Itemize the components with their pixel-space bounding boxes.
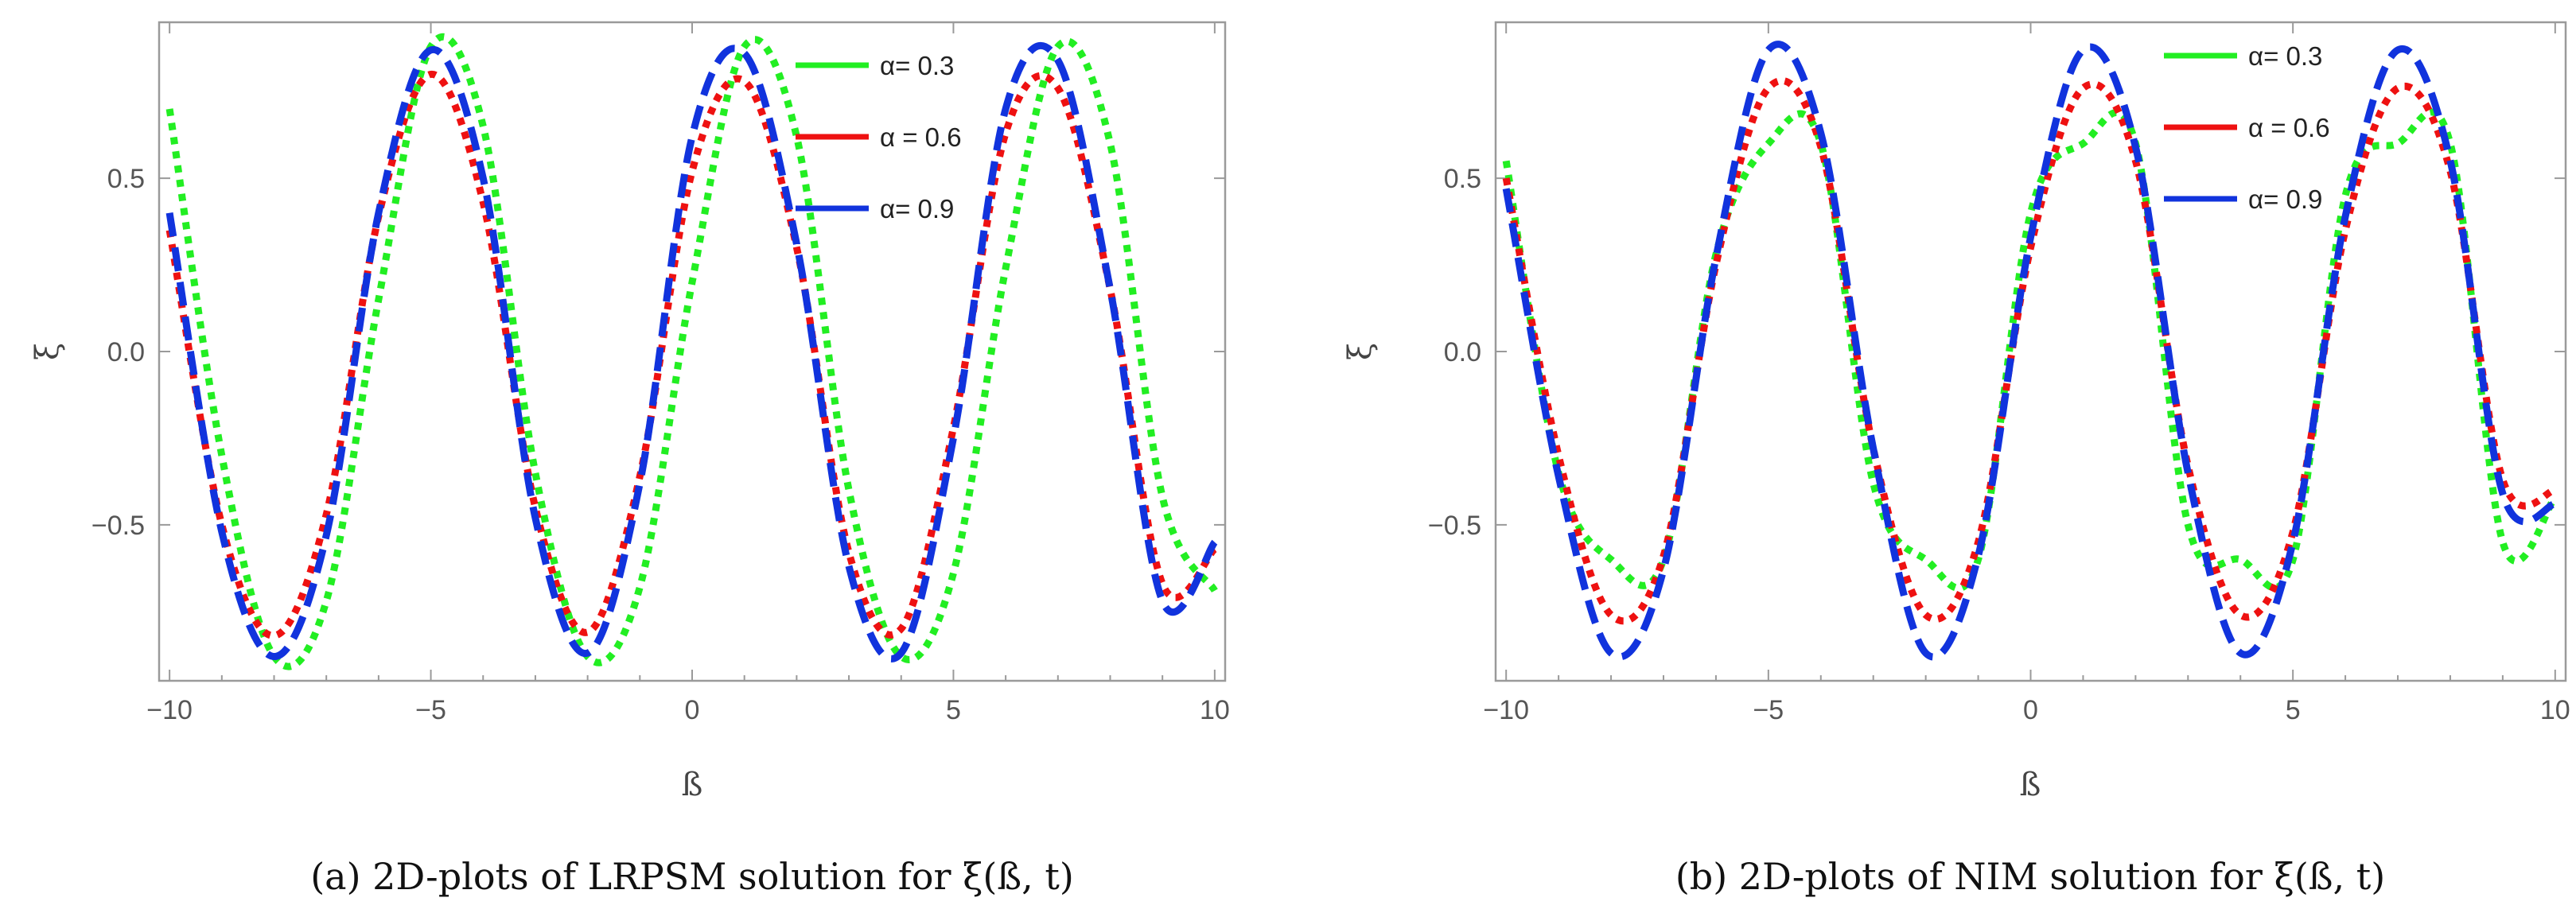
panel-b: −10 −5 0 5 100.50.0−0.5 α= 0.3α = 0.6α= 0.9 … — [1342, 21, 2570, 898]
series-line-3 — [1502, 41, 2556, 661]
series-line-1 — [1502, 108, 2558, 593]
x-axis-label: ß — [682, 767, 703, 803]
y-axis-label: ξ — [1342, 343, 1379, 360]
x-tick-label: −10 — [146, 695, 193, 725]
plot-frame — [158, 21, 1227, 682]
y-tick-label: −0.5 — [1428, 511, 1481, 541]
x-tick-label: 5 — [946, 695, 961, 725]
legend-label: α = 0.6 — [2248, 113, 2330, 142]
legend-label: α= 0.3 — [2248, 41, 2322, 71]
series-line-2 — [1502, 76, 2556, 625]
legend-label: α= 0.9 — [880, 194, 954, 223]
x-axis-label: ß — [2020, 767, 2041, 803]
x-tick-label: 5 — [2286, 695, 2301, 725]
y-tick-label: 0.0 — [1444, 337, 1481, 367]
y-tick-label: 0.0 — [107, 337, 145, 367]
panel-a: −10 −5 0 5 100.50.0−0.5 α= 0.3α = 0.6α= 0.9 … — [29, 21, 1230, 898]
series-line-3 — [165, 41, 1218, 662]
y-tick-label: −0.5 — [91, 511, 145, 541]
y-tick-label: 0.5 — [107, 164, 145, 194]
legend-label: α = 0.6 — [880, 122, 962, 152]
x-tick-label: −5 — [1753, 695, 1784, 725]
series-line-2 — [165, 70, 1218, 639]
legend-label: α= 0.3 — [880, 51, 954, 80]
x-tick-label: 10 — [1200, 695, 1230, 725]
x-tick-label: 10 — [2540, 695, 2570, 725]
y-tick-label: 0.5 — [1444, 164, 1481, 194]
legend-label: α= 0.9 — [2248, 185, 2322, 214]
panel-caption: (b) 2D-plots of NIM solution for ξ(ß, t) — [1675, 855, 2385, 898]
y-axis-label: ξ — [29, 343, 66, 360]
series-line-1 — [165, 33, 1218, 670]
x-tick-label: −10 — [1483, 695, 1529, 725]
x-tick-label: 0 — [685, 695, 700, 725]
x-tick-label: −5 — [415, 695, 446, 725]
panel-caption: (a) 2D-plots of LRPSM solution for ξ(ß, … — [310, 855, 1074, 898]
x-tick-label: 0 — [2023, 695, 2038, 725]
